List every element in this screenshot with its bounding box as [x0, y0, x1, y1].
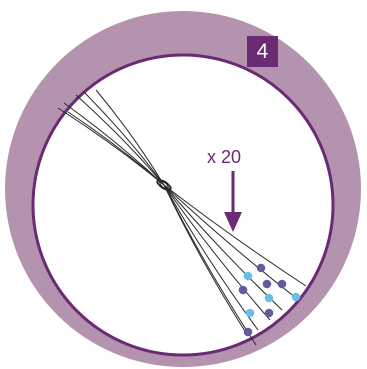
ray-upper — [75, 94, 165, 186]
ray-lower — [163, 184, 257, 346]
detector-dot-dark — [238, 285, 248, 295]
ray-lower — [163, 184, 259, 331]
multiplier-label: x 20 — [207, 147, 242, 167]
detector-dot-light — [264, 293, 274, 303]
detector-dot-light — [245, 308, 255, 318]
ray-upper — [83, 91, 165, 186]
ray-lower — [163, 184, 271, 321]
ray-upper — [67, 111, 165, 186]
detector-dot-dark — [243, 327, 253, 337]
detector-dot-dark — [264, 308, 274, 318]
ray-lower — [163, 184, 307, 287]
arrow-down-icon — [224, 171, 242, 232]
detector-dots — [238, 263, 301, 337]
inner-disc — [31, 53, 335, 357]
detector-dot-dark — [277, 279, 287, 289]
step-badge: 4 — [247, 36, 278, 67]
detector-dot-light — [243, 271, 253, 281]
ray-upper — [95, 89, 165, 186]
detector-dot-dark — [262, 279, 272, 289]
detector-dot-light — [291, 292, 301, 302]
detector-dot-dark — [256, 263, 266, 273]
